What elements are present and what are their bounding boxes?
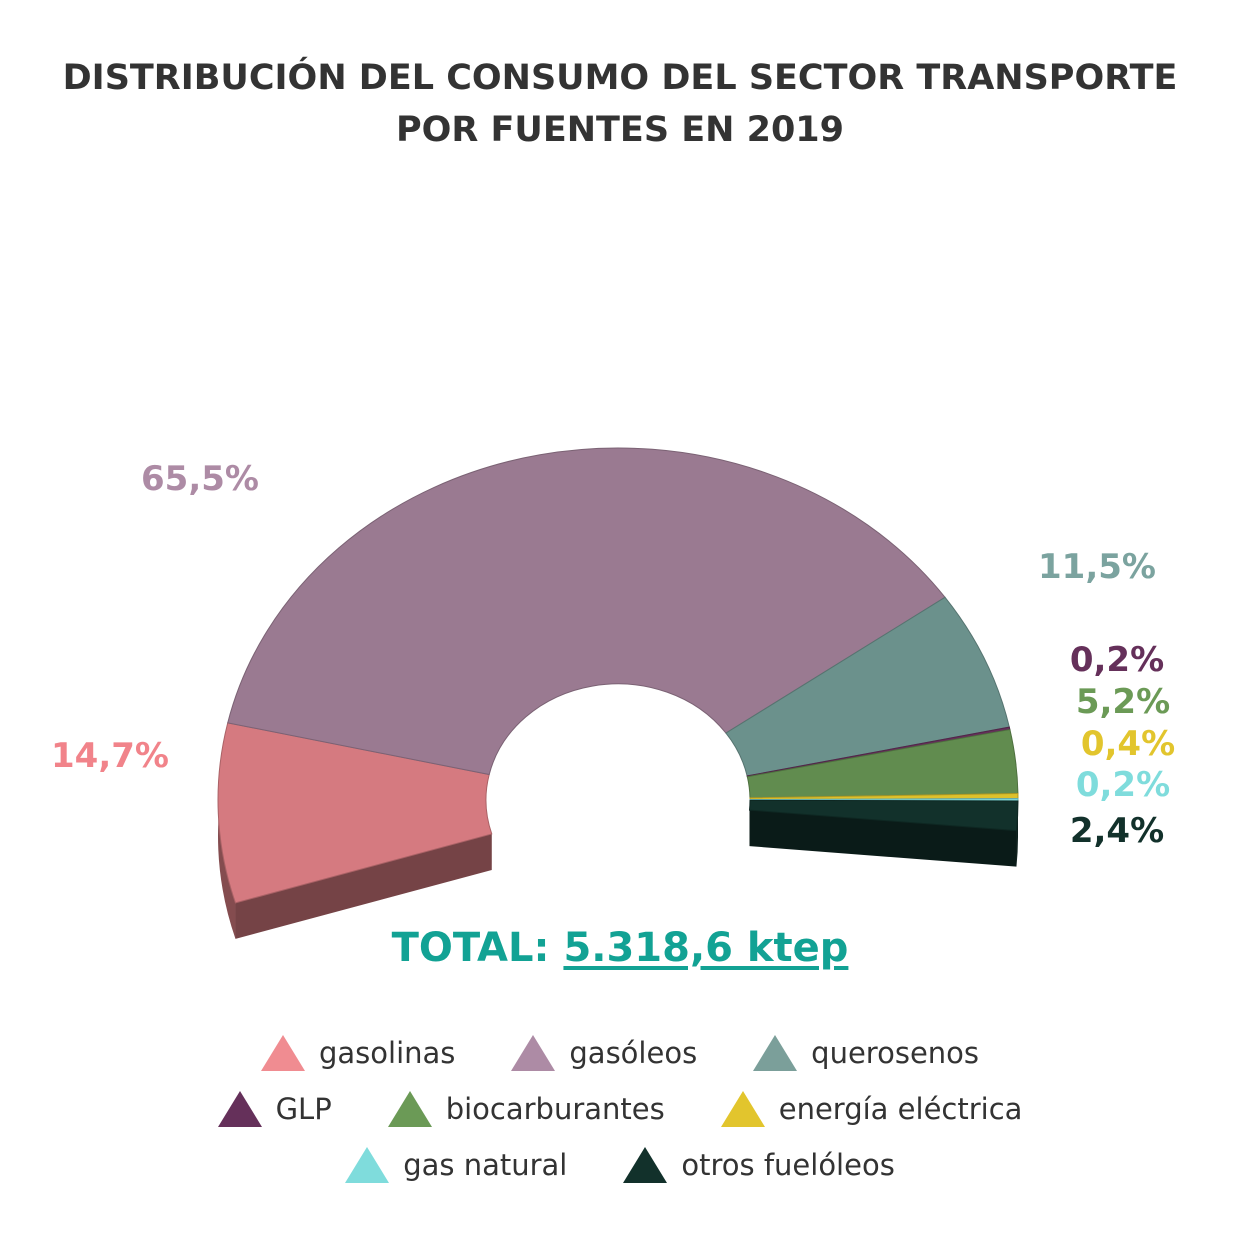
legend-triangle-icon <box>387 1091 432 1127</box>
legend-label: querosenos <box>811 1036 980 1070</box>
legend-triangle-icon <box>345 1147 390 1183</box>
total-line: TOTAL: 5.318,6 ktep <box>0 925 1240 971</box>
data-label-4: 5,2% <box>1076 682 1170 722</box>
legend-label: biocarburantes <box>445 1092 665 1126</box>
legend-item: biocarburantes <box>387 1091 665 1127</box>
legend-label: energía eléctrica <box>778 1092 1023 1126</box>
slice-otros-fueloleos <box>748 799 1019 832</box>
slice-cap-start <box>235 833 492 939</box>
legend-label: GLP <box>275 1092 332 1126</box>
legend-label: otros fuelóleos <box>681 1148 895 1182</box>
data-label-1: 65,5% <box>141 459 259 499</box>
legend-triangle-icon <box>217 1091 262 1127</box>
legend-row-3: gas natural otros fuelóleos <box>0 1137 1240 1193</box>
chart-title-line-2: POR FUENTES EN 2019 <box>395 110 845 150</box>
legend-label: gasolinas <box>318 1036 456 1070</box>
chart-labels: 14,7%65,5%11,5%0,2%5,2%0,4%0,2%2,4% <box>51 459 1175 851</box>
legend-label: gasóleos <box>569 1036 698 1070</box>
legend-triangle-icon <box>260 1035 305 1071</box>
slice-gasoleos <box>227 447 946 776</box>
chart-legend: gasolinas gasóleos querosenos GLP biocarbura… <box>0 1025 1240 1193</box>
data-label-5: 0,4% <box>1081 724 1175 764</box>
data-label-0: 14,7% <box>51 736 169 776</box>
legend-triangle-icon <box>753 1035 798 1071</box>
legend-item: otros fuelóleos <box>623 1147 895 1183</box>
chart-slices <box>217 447 1019 939</box>
legend-item: gas natural <box>345 1147 567 1183</box>
slice-gasolinas <box>217 722 493 904</box>
slice-cap-end <box>749 810 1017 867</box>
legend-row-2: GLP biocarburantes energía eléctrica <box>0 1081 1240 1137</box>
legend-triangle-icon <box>623 1147 668 1183</box>
legend-item: gasolinas <box>260 1035 456 1071</box>
legend-row-1: gasolinas gasóleos querosenos <box>0 1025 1240 1081</box>
data-label-7: 2,4% <box>1070 811 1164 851</box>
legend-item: GLP <box>217 1091 332 1127</box>
chart-title: DISTRIBUCIÓN DEL CONSUMO DEL SECTOR TRAN… <box>0 52 1240 156</box>
legend-item: gasóleos <box>511 1035 697 1071</box>
data-label-6: 0,2% <box>1076 765 1170 805</box>
legend-triangle-icon <box>511 1035 556 1071</box>
chart-title-line-1: DISTRIBUCIÓN DEL CONSUMO DEL SECTOR TRAN… <box>62 58 1178 98</box>
total-value: 5.318,6 ktep <box>563 925 849 971</box>
total-label: TOTAL: <box>391 925 550 971</box>
data-label-3: 0,2% <box>1070 640 1164 680</box>
data-label-2: 11,5% <box>1038 547 1156 587</box>
legend-item: querosenos <box>753 1035 979 1071</box>
legend-label: gas natural <box>403 1148 568 1182</box>
legend-item: energía eléctrica <box>720 1091 1023 1127</box>
legend-triangle-icon <box>720 1091 765 1127</box>
